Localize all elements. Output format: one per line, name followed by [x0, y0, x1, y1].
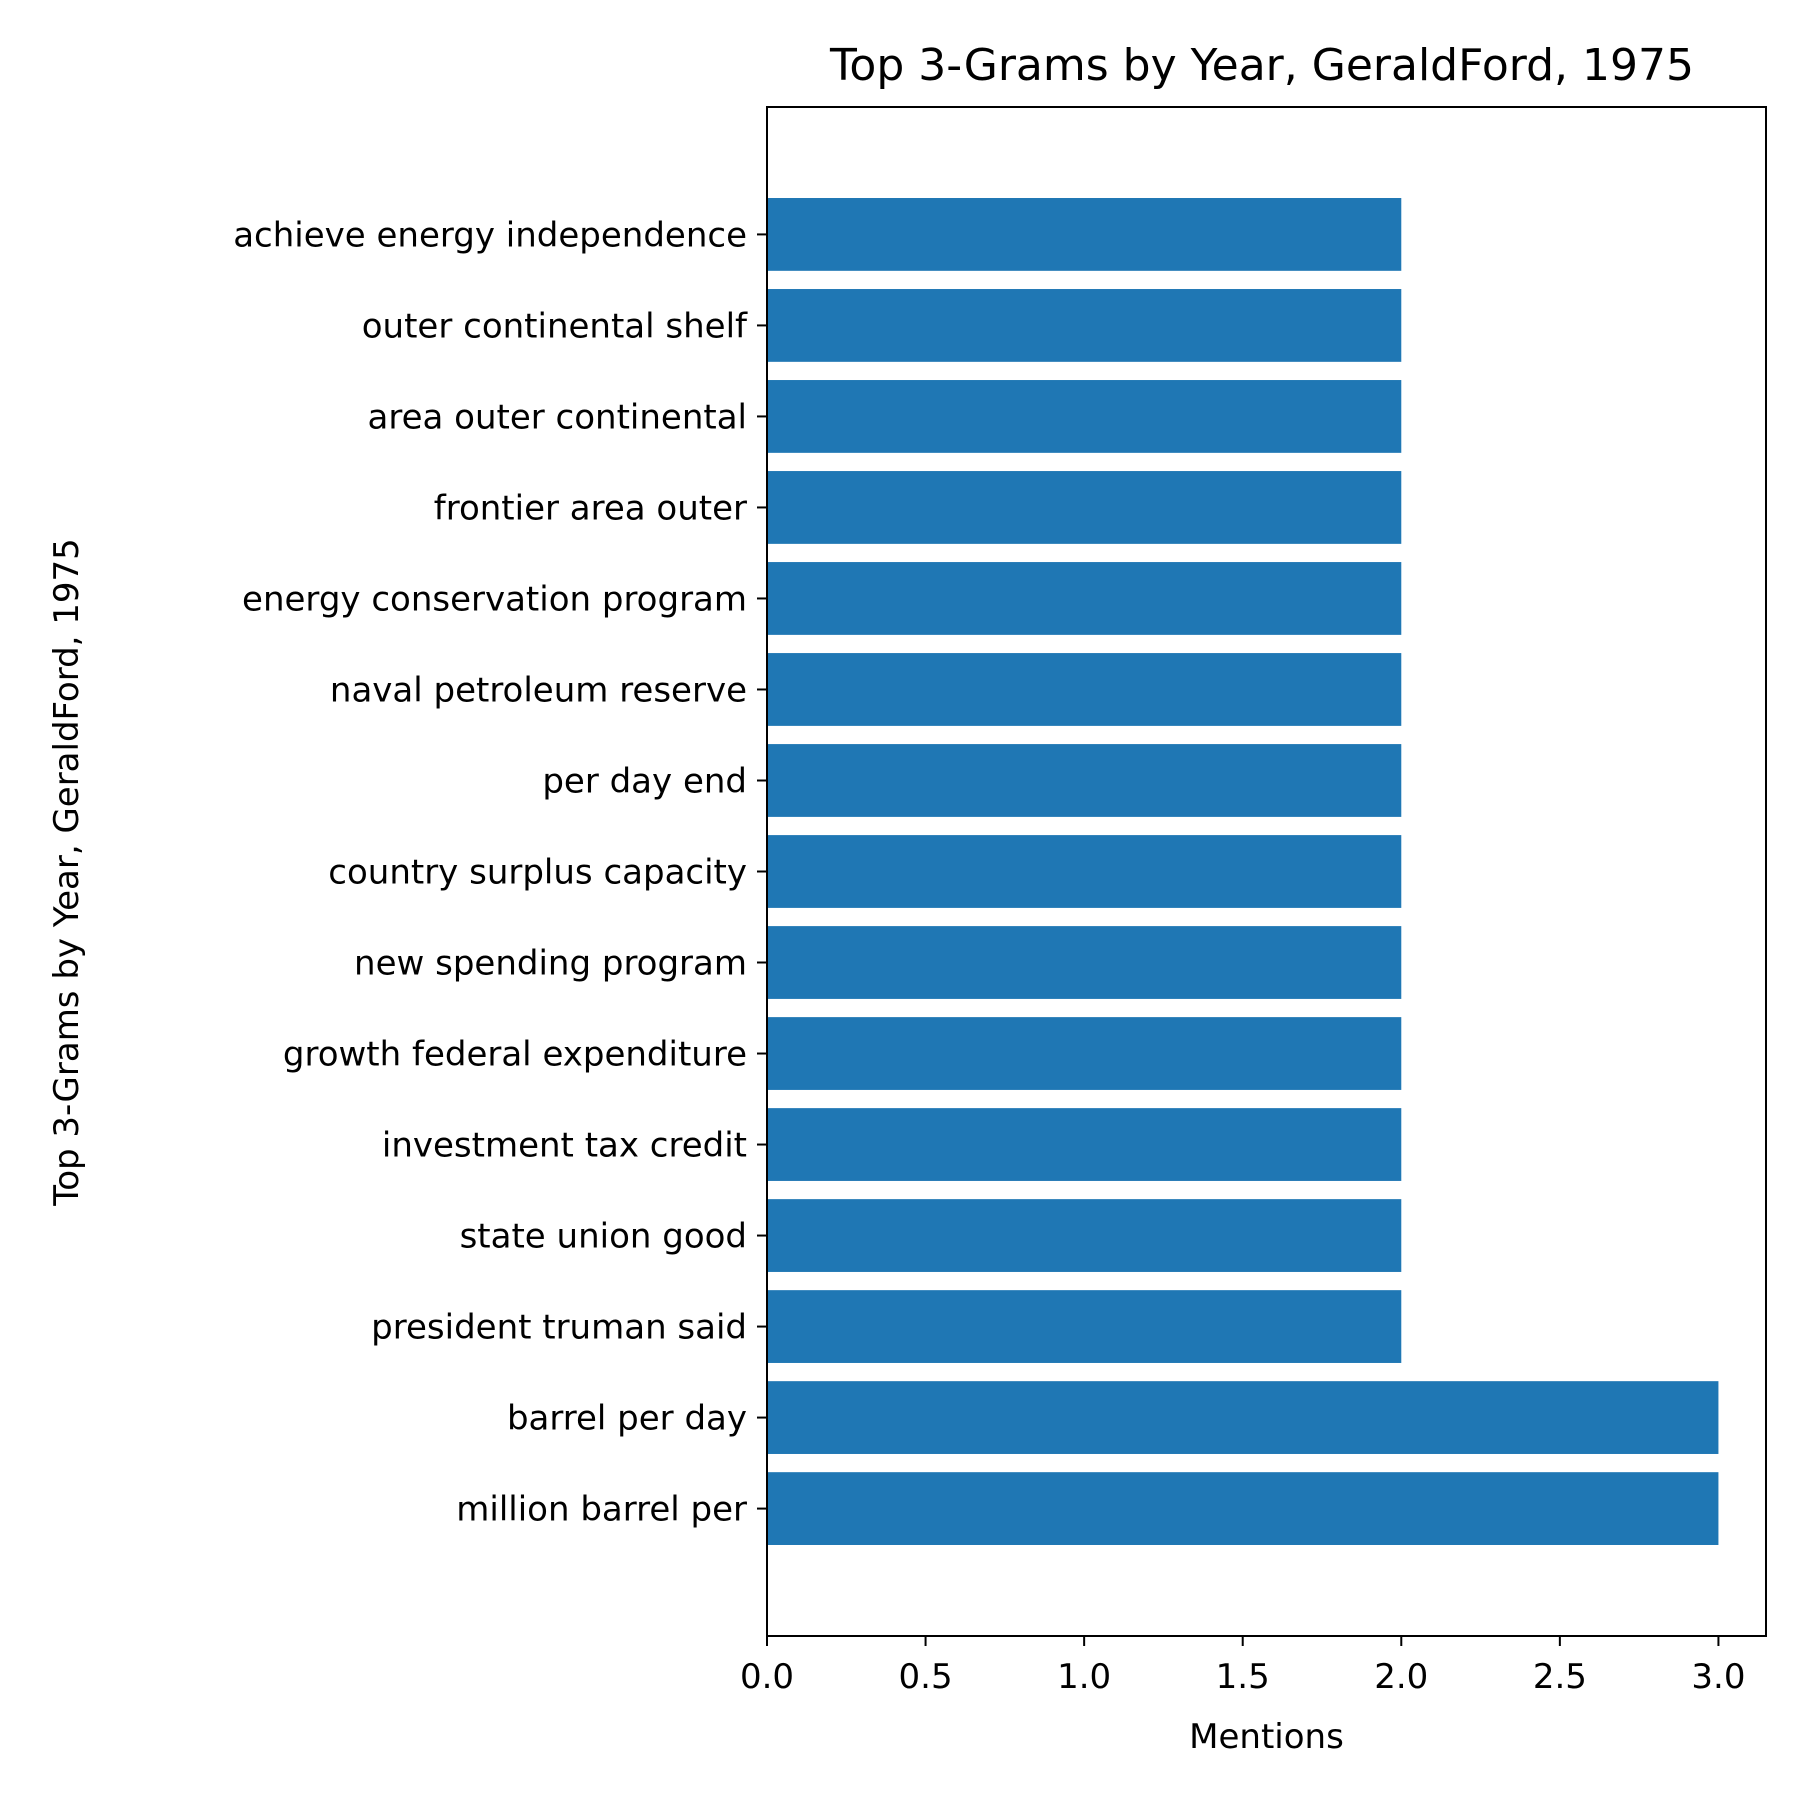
y-tick-label: area outer continental [368, 397, 747, 437]
y-tick-label: frontier area outer [434, 488, 747, 528]
bar-new-spending-program [767, 926, 1402, 999]
bar-barrel-per-day [767, 1381, 1719, 1454]
bar-million-barrel-per [767, 1472, 1719, 1545]
x-tick-label: 2.5 [1533, 1657, 1587, 1697]
y-tick-label: state union good [460, 1217, 747, 1257]
y-tick-label: outer continental shelf [362, 306, 748, 346]
bar-naval-petroleum-reserve [767, 653, 1402, 726]
bar-president-truman-said [767, 1290, 1402, 1363]
bar-growth-federal-expenditure [767, 1017, 1402, 1090]
bar-frontier-area-outer [767, 471, 1402, 544]
bar-area-outer-continental [767, 380, 1402, 453]
x-tick-label: 2.0 [1374, 1657, 1428, 1697]
y-tick-label: barrel per day [507, 1399, 747, 1439]
y-axis-label: Top 3-Grams by Year, GeraldFord, 1975 [47, 538, 87, 1207]
x-tick-label: 1.5 [1216, 1657, 1270, 1697]
y-tick-label: per day end [542, 761, 747, 801]
plot-frame [766, 106, 1767, 1637]
bar-energy-conservation-program [767, 562, 1402, 635]
bar-per-day-end [767, 744, 1402, 817]
x-tick-label: 0.5 [899, 1657, 953, 1697]
y-axis-ticks: million barrel per barrel per day presiden… [233, 215, 767, 1530]
y-tick-label: growth federal expenditure [283, 1035, 747, 1075]
y-tick-label: new spending program [354, 944, 747, 984]
y-tick-label: energy conservation program [242, 579, 747, 619]
y-tick-label: naval petroleum reserve [330, 670, 747, 710]
y-tick-label: president truman said [371, 1308, 747, 1348]
x-tick-label: 3.0 [1691, 1657, 1745, 1697]
x-tick-label: 0.0 [740, 1657, 794, 1697]
bar-investment-tax-credit [767, 1108, 1402, 1181]
x-tick-label: 1.0 [1057, 1657, 1111, 1697]
bar-country-surplus-capacity [767, 835, 1402, 908]
chart-title: Top 3-Grams by Year, GeraldFord, 1975 [829, 40, 1694, 91]
x-axis-ticks: 0.0 0.5 1.0 1.5 2.0 2.5 3.0 [740, 1636, 1745, 1697]
bars-group [767, 198, 1719, 1545]
y-tick-label: achieve energy independence [233, 215, 747, 255]
bar-achieve-energy-independence [767, 198, 1402, 271]
y-tick-label: investment tax credit [382, 1126, 747, 1166]
bar-state-union-good [767, 1199, 1402, 1272]
x-axis-label: Mentions [1189, 1717, 1344, 1757]
bar-outer-continental-shelf [767, 289, 1402, 362]
y-tick-label: million barrel per [456, 1490, 747, 1530]
y-tick-label: country surplus capacity [328, 853, 747, 893]
